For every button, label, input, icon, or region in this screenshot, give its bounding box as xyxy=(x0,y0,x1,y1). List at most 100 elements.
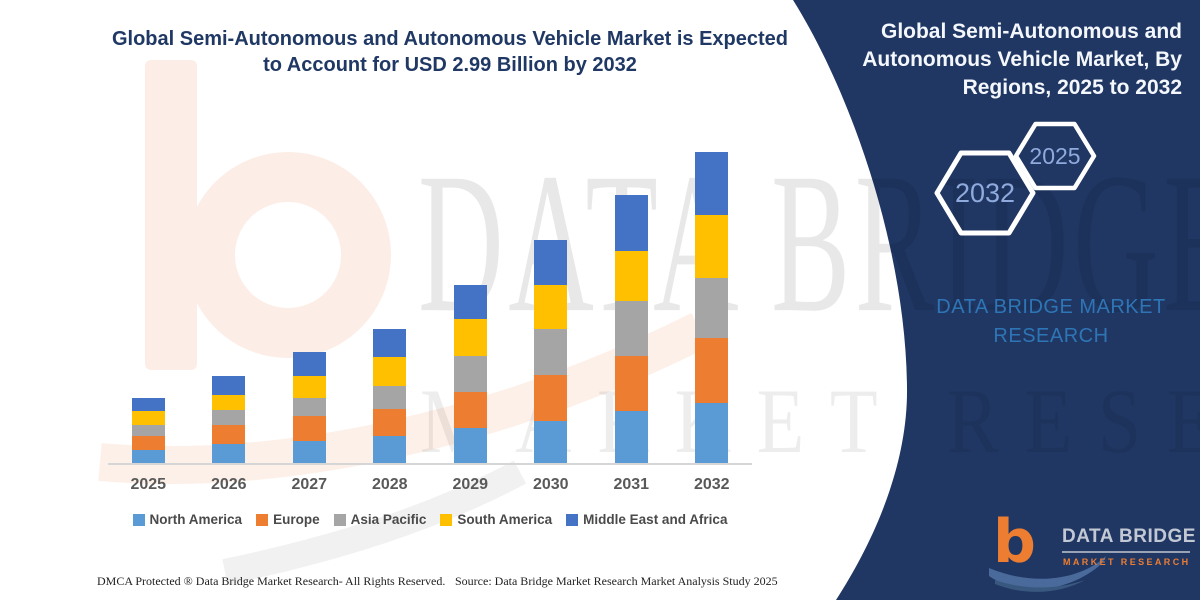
bar-segment-middle-east-and-africa-2029 xyxy=(453,285,487,320)
bar-segment-asia-pacific-2030 xyxy=(534,328,568,375)
legend-marker-europe xyxy=(256,513,269,526)
side-panel-title: Global Semi-Autonomous and Autonomous Ve… xyxy=(860,18,1182,102)
bar-segment-north-america-2029 xyxy=(453,427,487,463)
bar-stack-2027 xyxy=(292,351,326,463)
legend-item-south-america: South America xyxy=(440,512,552,527)
legend-marker-middle-east-and-africa xyxy=(566,513,579,526)
legend-label-asia-pacific: Asia Pacific xyxy=(350,512,427,527)
bar-segment-north-america-2031 xyxy=(614,411,648,463)
bar-column-2026 xyxy=(189,375,270,463)
bar-segment-south-america-2032 xyxy=(695,214,729,278)
legend-item-north-america: North America xyxy=(132,512,243,527)
bar-stack-2031 xyxy=(614,194,648,463)
bar-segment-middle-east-and-africa-2032 xyxy=(695,152,729,215)
side-panel-title-line3: Regions, 2025 to 2032 xyxy=(962,76,1182,99)
bar-segment-asia-pacific-2029 xyxy=(453,355,487,393)
x-axis-label-2030: 2030 xyxy=(532,476,569,493)
bar-column-2030 xyxy=(511,240,592,463)
bar-segment-north-america-2026 xyxy=(212,444,246,463)
bar-column-2027 xyxy=(269,351,350,463)
side-panel-title-line1: Global Semi-Autonomous and xyxy=(880,20,1182,43)
hexagon-2032-outline xyxy=(934,150,1036,236)
bar-segment-europe-2032 xyxy=(695,338,729,403)
legend-marker-north-america xyxy=(132,513,145,526)
logo-underline xyxy=(1062,551,1190,553)
bar-segment-asia-pacific-2026 xyxy=(212,409,246,425)
x-axis-label-2027: 2027 xyxy=(291,476,328,493)
bar-segment-south-america-2031 xyxy=(614,250,648,301)
bar-stack-2029 xyxy=(453,285,487,463)
logo-name-text: DATA BRIDGE xyxy=(1062,526,1196,547)
chart-x-axis-labels: 2025 2026 2027 2028 2029 2030 2031 2032 xyxy=(108,476,752,494)
legend-label-north-america: North America xyxy=(149,512,243,527)
chart-title-line2: to Account for USD 2.99 Billion by 2032 xyxy=(263,54,637,76)
logo-b-icon: b xyxy=(993,507,1036,577)
chart-title: Global Semi-Autonomous and Autonomous Ve… xyxy=(100,26,800,78)
bar-segment-south-america-2025 xyxy=(131,411,165,425)
bar-segment-asia-pacific-2028 xyxy=(373,386,407,409)
bar-segment-south-america-2027 xyxy=(292,375,326,398)
bar-segment-north-america-2030 xyxy=(534,421,568,463)
legend-marker-asia-pacific xyxy=(333,513,346,526)
bar-column-2025 xyxy=(108,397,189,463)
bar-segment-north-america-2032 xyxy=(695,402,729,463)
bar-column-2032 xyxy=(672,152,753,463)
chart-title-line1: Global Semi-Autonomous and Autonomous Ve… xyxy=(111,28,789,50)
bar-segment-middle-east-and-africa-2031 xyxy=(614,194,648,251)
source-note: Source: Data Bridge Market Research Mark… xyxy=(455,574,778,588)
chart-plot-area xyxy=(108,150,752,465)
bar-segment-asia-pacific-2032 xyxy=(695,277,729,339)
bar-segment-south-america-2029 xyxy=(453,319,487,356)
bar-column-2028 xyxy=(350,328,431,463)
bar-column-2031 xyxy=(591,194,672,463)
bar-segment-asia-pacific-2031 xyxy=(614,300,648,356)
bar-stack-2026 xyxy=(212,375,246,463)
bar-segment-middle-east-and-africa-2030 xyxy=(534,240,568,286)
legend-marker-south-america xyxy=(440,513,453,526)
bar-segment-middle-east-and-africa-2025 xyxy=(131,397,165,412)
bar-segment-europe-2026 xyxy=(212,424,246,445)
bar-segment-south-america-2030 xyxy=(534,285,568,329)
x-axis-label-2025: 2025 xyxy=(130,476,167,493)
bar-segment-middle-east-and-africa-2027 xyxy=(292,351,326,376)
legend-item-asia-pacific: Asia Pacific xyxy=(333,512,427,527)
hexagon-year-2032: 2032 xyxy=(954,178,1016,208)
company-logo: b DATA BRIDGE MARKET RESEARCH xyxy=(985,510,1195,595)
bar-segment-europe-2027 xyxy=(292,416,326,442)
bar-stack-2028 xyxy=(373,328,407,463)
x-axis-label-2029: 2029 xyxy=(452,476,489,493)
bar-segment-north-america-2027 xyxy=(292,441,326,463)
bar-segment-asia-pacific-2025 xyxy=(131,424,165,436)
legend-label-south-america: South America xyxy=(457,512,553,527)
bar-segment-south-america-2026 xyxy=(212,395,246,410)
x-axis-label-2031: 2031 xyxy=(613,476,650,493)
panel-brand-line2: RESEARCH xyxy=(993,325,1109,347)
bar-segment-europe-2029 xyxy=(453,392,487,428)
bar-segment-south-america-2028 xyxy=(373,357,407,387)
bar-stack-2030 xyxy=(534,240,568,463)
legend-item-europe: Europe xyxy=(256,512,320,527)
bar-segment-asia-pacific-2027 xyxy=(292,397,326,417)
panel-brand-text: DATA BRIDGE MARKET RESEARCH xyxy=(905,293,1197,351)
bar-segment-europe-2031 xyxy=(614,355,648,411)
hexagon-year-2025: 2025 xyxy=(1029,143,1081,169)
bar-segment-north-america-2028 xyxy=(373,436,407,463)
bar-stack-2025 xyxy=(131,397,165,463)
hexagon-2025-outline xyxy=(1013,121,1097,191)
bar-segment-europe-2030 xyxy=(534,374,568,422)
bar-stack-2032 xyxy=(695,152,729,463)
x-axis-label-2032: 2032 xyxy=(693,476,730,493)
panel-brand-line1: DATA BRIDGE MARKET xyxy=(936,296,1166,318)
bar-segment-europe-2025 xyxy=(131,436,165,450)
x-axis-label-2026: 2026 xyxy=(210,476,247,493)
bar-segment-middle-east-and-africa-2026 xyxy=(212,375,246,396)
bar-segment-middle-east-and-africa-2028 xyxy=(373,328,407,358)
dmca-notice: DMCA Protected ® Data Bridge Market Rese… xyxy=(97,574,446,588)
chart-legend: North America Europe Asia Pacific South Ame… xyxy=(90,512,770,527)
legend-item-middle-east-and-africa: Middle East and Africa xyxy=(566,512,727,527)
legend-label-europe: Europe xyxy=(273,512,320,527)
legend-label-middle-east-and-africa: Middle East and Africa xyxy=(583,512,728,527)
